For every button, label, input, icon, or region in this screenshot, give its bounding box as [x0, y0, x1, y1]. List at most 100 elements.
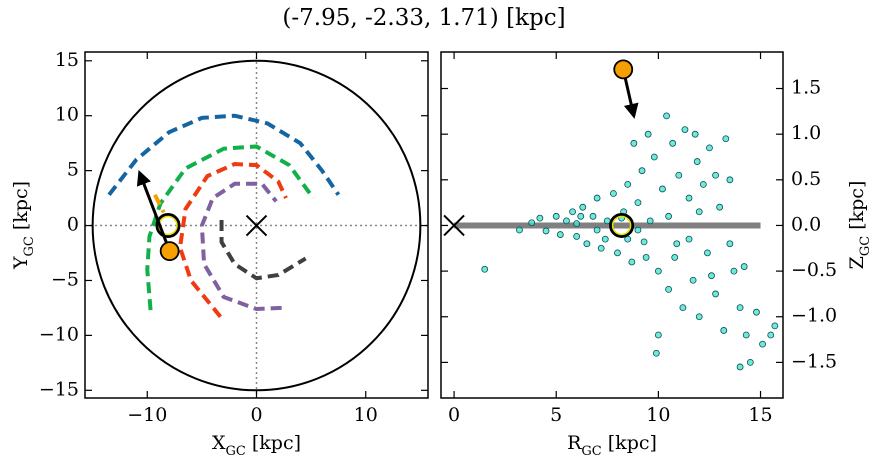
- star-point: [654, 267, 662, 275]
- star-point: [573, 220, 581, 228]
- star-point: [759, 340, 766, 348]
- star-point: [650, 153, 658, 161]
- y-axis-label-sub: GC: [22, 236, 37, 256]
- star-point: [726, 240, 734, 248]
- x-axis-label-sub: GC: [226, 444, 246, 459]
- star-point: [695, 208, 703, 216]
- x-tick-label: 10: [354, 404, 378, 426]
- star-point: [753, 308, 760, 316]
- star-point: [665, 212, 672, 220]
- gc-marker: [443, 214, 465, 237]
- star-point: [624, 180, 632, 188]
- y-tick-label: 0.0: [791, 213, 821, 235]
- y-tick-label: 5: [67, 159, 79, 181]
- spiral-arm: [145, 144, 315, 311]
- x-axis-label-main: R: [567, 432, 582, 454]
- x-tick-label: 5: [550, 404, 562, 426]
- star-point: [740, 263, 748, 270]
- y-tick-label: −5: [51, 268, 79, 290]
- y-tick-label: −1.0: [791, 305, 837, 327]
- star-point: [736, 363, 744, 371]
- plot-area: [443, 59, 779, 371]
- star-point: [716, 203, 724, 211]
- x-axis-label-sub: GC: [581, 444, 601, 459]
- star-point: [644, 130, 652, 138]
- star-point: [704, 249, 711, 257]
- star-point: [673, 240, 681, 248]
- star-point: [552, 212, 560, 220]
- star-point: [573, 233, 581, 240]
- star-point: [771, 322, 779, 330]
- star-point: [583, 240, 591, 248]
- x-tick-label: 10: [646, 404, 670, 426]
- y-axis-label: YGC [kpc]: [10, 181, 37, 270]
- x-axis-label-unit: [kpc]: [246, 432, 301, 454]
- spiral-arm: [107, 113, 341, 197]
- star-point: [542, 227, 550, 235]
- y-tick-label: 0: [67, 214, 79, 236]
- star-point: [642, 254, 650, 261]
- star-point: [689, 276, 697, 284]
- y-tick-label: 1.0: [791, 122, 821, 144]
- star-point: [695, 313, 703, 321]
- star-point: [712, 290, 719, 298]
- star-point: [767, 331, 775, 339]
- star-point: [563, 217, 570, 225]
- y-axis-label-main: Y: [10, 256, 32, 270]
- star-point: [726, 176, 734, 184]
- star-point: [610, 190, 617, 197]
- y-tick-label: −0.5: [791, 259, 837, 281]
- star-point: [736, 304, 744, 312]
- star-point: [593, 194, 601, 202]
- star-point: [663, 112, 670, 120]
- star-point: [722, 135, 730, 143]
- star-point: [681, 126, 689, 133]
- star-point: [640, 238, 648, 246]
- gc-marker: [245, 214, 268, 237]
- star-point: [665, 285, 672, 293]
- star-marker: [613, 59, 634, 80]
- star-point: [669, 139, 677, 147]
- spiral-arm: [219, 220, 307, 281]
- x-axis-label-main: X: [212, 432, 226, 454]
- sun-marker: [609, 212, 635, 238]
- y-axis-label-unit: [kpc]: [10, 181, 32, 236]
- star-point: [706, 144, 713, 152]
- star-point: [742, 331, 750, 339]
- y-axis-label-unit: [kpc]: [846, 181, 868, 236]
- sun-marker-inner: [611, 215, 632, 236]
- star-point: [685, 194, 693, 202]
- star-point: [577, 212, 585, 220]
- star-point: [630, 139, 638, 147]
- star-point: [685, 235, 693, 243]
- star-point: [579, 203, 587, 211]
- star-point: [634, 226, 642, 234]
- x-axis-label: RGC [kpc]: [567, 432, 657, 459]
- y-tick-label: −10: [39, 323, 79, 345]
- spiral-arm: [153, 193, 166, 214]
- x-axis-label-unit: [kpc]: [602, 432, 657, 454]
- star-point: [628, 258, 636, 266]
- star-point: [589, 212, 597, 220]
- star-point: [481, 265, 489, 273]
- star-point: [597, 244, 605, 252]
- star-point: [691, 130, 699, 138]
- y-tick-label: −1.5: [791, 350, 837, 372]
- y-axis-label-sub: GC: [858, 236, 873, 256]
- star-point: [614, 249, 621, 257]
- y-axis-label: ZGC [kpc]: [846, 181, 873, 270]
- y-tick-label: 0.5: [791, 168, 821, 190]
- sun-marker: [155, 213, 181, 239]
- star-point: [516, 226, 523, 234]
- x-tick-label: 15: [748, 404, 772, 426]
- y-tick-label: 10: [55, 104, 79, 126]
- plot-area: [85, 52, 428, 398]
- spiral-arm: [177, 162, 288, 318]
- y-tick-label: 1.5: [791, 77, 821, 99]
- star-point: [556, 231, 564, 238]
- star-point: [569, 208, 576, 216]
- figure-title: (-7.95, -2.33, 1.71) [kpc]: [282, 5, 565, 31]
- star-marker: [159, 241, 180, 262]
- star-point: [693, 158, 701, 165]
